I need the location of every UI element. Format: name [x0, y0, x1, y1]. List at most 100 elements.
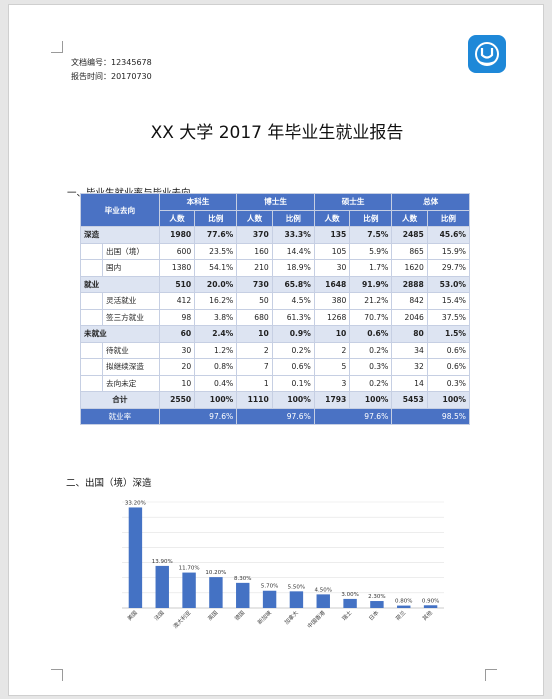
table-cell-label: 去向未定 — [102, 374, 160, 392]
table-row: 拟继续深造 20 0.8% 7 0.6% 5 0.3% 32 0.6% — [80, 358, 471, 376]
table-cell-indent — [80, 308, 103, 326]
table-cell: 210 — [236, 259, 273, 277]
table-cell: 370 — [236, 226, 273, 244]
table-row: 未就业 60 2.4% 10 0.9% 10 0.6% 80 1.5% — [80, 325, 471, 343]
table-cell: 1620 — [391, 259, 428, 277]
category-label: 澳大利亚 — [171, 608, 193, 630]
table-cell: 2046 — [391, 308, 428, 326]
table-cell-label: 就业 — [80, 275, 160, 293]
category-label: 新加坡 — [256, 608, 274, 626]
chart-bar — [370, 601, 384, 608]
table-cell: 1980 — [158, 226, 196, 244]
table-body: 深造 1980 77.6% 370 33.3% 135 7.5% 2485 45.6% 出国（境）… — [80, 226, 471, 409]
data-label: 3.00% — [341, 592, 358, 598]
crop-mark-top-left — [51, 41, 63, 53]
data-label: 11.70% — [179, 566, 200, 572]
data-label: 5.50% — [288, 584, 305, 590]
table-cell: 100% — [271, 391, 315, 409]
table-cell: 842 — [391, 292, 428, 310]
table-subheader: 人数 — [313, 209, 351, 227]
chart-bar — [262, 590, 277, 608]
table-cell: 7.5% — [349, 226, 393, 244]
table-cell: 600 — [158, 242, 196, 260]
table-cell-label: 拟继续深造 — [102, 358, 160, 376]
table-cell-label: 深造 — [80, 226, 160, 244]
page-title: XX 大学 2017 年毕业生就业报告 — [150, 123, 404, 143]
table-cell: 1.7% — [349, 259, 393, 277]
table-cell: 0.6% — [426, 358, 471, 376]
chart-bar — [397, 605, 411, 608]
table-cell: 97.6% — [158, 407, 238, 425]
data-label: 5.70% — [261, 584, 278, 590]
table-cell: 1648 — [313, 275, 351, 293]
table-cell: 2.4% — [194, 325, 238, 343]
table-cell: 0.6% — [349, 325, 393, 343]
table-cell: 2888 — [391, 275, 428, 293]
table-group-header: 博士生 — [236, 193, 315, 211]
table-cell-label: 出国（境） — [102, 242, 160, 260]
category-label: 加拿大 — [282, 608, 300, 626]
data-label: 0.90% — [422, 598, 439, 604]
table-cell: 77.6% — [194, 226, 238, 244]
data-label: 8.30% — [234, 576, 251, 582]
table-cell: 54.1% — [194, 259, 238, 277]
table-group-header: 硕士生 — [313, 193, 393, 211]
table-cell: 100% — [194, 391, 238, 409]
table-cell: 60 — [158, 325, 196, 343]
table-cell-indent — [80, 259, 103, 277]
abroad-bar-chart: 33.20% 美国 13.90% 法国 11.70% 澳大利亚 10.20% 英国 8.30% 德… — [122, 500, 444, 630]
chart-bar — [289, 591, 304, 608]
category-label: 英国 — [206, 608, 220, 622]
category-label: 瑞士 — [340, 608, 354, 622]
table-header-corner: 毕业去向 — [80, 193, 160, 227]
table-row: 去向未定 10 0.4% 1 0.1% 3 0.2% 14 0.3% — [80, 374, 471, 392]
table-cell: 0.2% — [271, 341, 315, 359]
table-row: 就业 510 20.0% 730 65.8% 1648 91.9% 2888 53.0% — [80, 275, 471, 293]
table-row: 出国（境） 600 23.5% 160 14.4% 105 5.9% 865 15.9% — [80, 242, 471, 260]
table-cell: 412 — [158, 292, 196, 310]
chart-bar — [316, 594, 330, 608]
table-cell-label: 国内 — [102, 259, 160, 277]
chart-bar — [423, 605, 438, 608]
table-cell-label: 合计 — [80, 391, 160, 409]
table-cell: 15.9% — [426, 242, 471, 260]
table-cell: 16.2% — [194, 292, 238, 310]
data-label: 33.20% — [125, 500, 146, 506]
table-cell: 5 — [313, 358, 351, 376]
table-cell: 14.4% — [271, 242, 315, 260]
category-label: 法国 — [152, 608, 166, 622]
chart-bar — [343, 598, 357, 608]
category-label: 荷兰 — [394, 608, 408, 622]
table-cell: 2485 — [391, 226, 428, 244]
data-label: 13.90% — [152, 559, 173, 565]
table-row: 国内 1380 54.1% 210 18.9% 30 1.7% 1620 29.7% — [80, 259, 471, 277]
table-row: 签三方就业 98 3.8% 680 61.3% 1268 70.7% 2046 37.5% — [80, 308, 471, 326]
table-cell-label: 签三方就业 — [102, 308, 160, 326]
table-cell: 5.9% — [349, 242, 393, 260]
table-group-header: 本科生 — [158, 193, 238, 211]
table-cell-indent — [80, 292, 103, 310]
crop-mark-bottom-left — [51, 669, 63, 681]
table-cell: 21.2% — [349, 292, 393, 310]
category-label: 其他 — [421, 608, 435, 622]
table-row: 深造 1980 77.6% 370 33.3% 135 7.5% 2485 45.6% — [80, 226, 471, 244]
table-cell: 135 — [313, 226, 351, 244]
table-cell: 98 — [158, 308, 196, 326]
table-cell: 98.5% — [391, 407, 470, 425]
employment-rate-row: 就业率 97.6% 97.6% 97.6% 98.5% — [80, 407, 470, 425]
table-cell: 380 — [313, 292, 351, 310]
table-cell: 32 — [391, 358, 428, 376]
table-cell: 10 — [158, 374, 196, 392]
table-cell-label: 灵活就业 — [102, 292, 160, 310]
data-label: 2.30% — [368, 594, 385, 600]
table-cell: 2 — [236, 341, 273, 359]
table-cell-indent — [80, 341, 103, 359]
table-cell: 0.9% — [271, 325, 315, 343]
table-cell-label: 待就业 — [102, 341, 160, 359]
table-cell: 0.6% — [426, 341, 471, 359]
table-cell: 730 — [236, 275, 273, 293]
table-cell: 0.2% — [349, 374, 393, 392]
table-cell: 53.0% — [426, 275, 471, 293]
table-cell: 0.6% — [271, 358, 315, 376]
table-cell: 2550 — [158, 391, 196, 409]
